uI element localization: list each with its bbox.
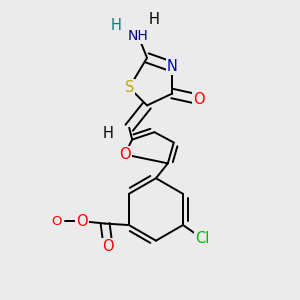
Text: O: O (51, 215, 62, 228)
Text: O: O (193, 92, 205, 107)
Text: S: S (124, 80, 134, 95)
Text: H: H (103, 126, 114, 141)
Text: N: N (167, 59, 178, 74)
Text: O: O (119, 147, 130, 162)
Text: O: O (76, 214, 88, 229)
Text: H: H (149, 12, 160, 27)
Text: Cl: Cl (195, 231, 209, 246)
Text: H: H (110, 18, 121, 33)
Text: NH: NH (128, 28, 148, 43)
Text: O: O (102, 239, 114, 254)
